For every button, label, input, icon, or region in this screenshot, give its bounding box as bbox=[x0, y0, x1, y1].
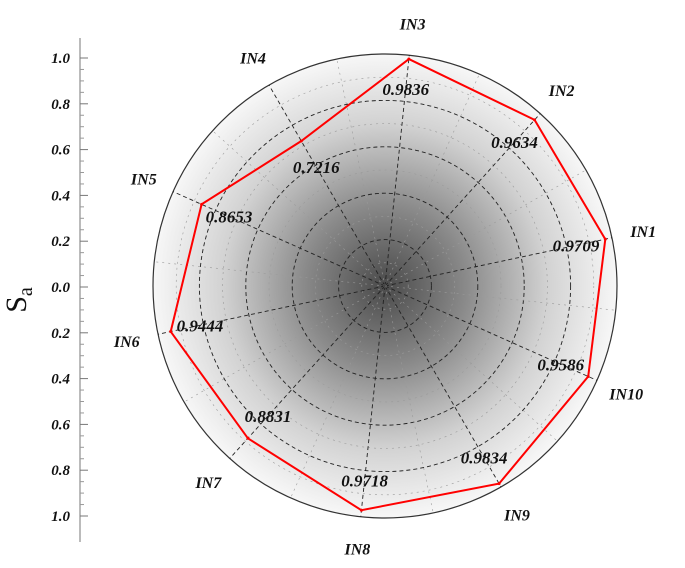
scale-tick-label: 1.0 bbox=[51, 51, 70, 67]
spokes bbox=[154, 55, 616, 517]
scale-tick-label: 1.0 bbox=[51, 509, 70, 525]
grid-spoke-minor bbox=[384, 285, 558, 442]
grid-ring-faint bbox=[268, 169, 502, 403]
category-label-in7: IN7 bbox=[194, 475, 222, 492]
value-label-in2: 0.9634 bbox=[491, 133, 538, 152]
data-point-in6 bbox=[169, 330, 173, 334]
category-labels: IN1 IN2 IN3 IN4 IN5 IN6 IN7 IN8 IN9 IN10 bbox=[113, 16, 656, 558]
grid-spoke bbox=[384, 285, 502, 488]
grid-spoke bbox=[384, 55, 410, 287]
grid-spoke-minor bbox=[384, 285, 616, 311]
grid-ring-faint bbox=[222, 123, 548, 449]
grid-ring bbox=[338, 239, 432, 333]
grid-ring-faint bbox=[361, 262, 409, 310]
grid-rings bbox=[175, 76, 595, 496]
data-point-in10 bbox=[586, 374, 590, 378]
grid-spoke bbox=[157, 285, 386, 335]
grid-spoke bbox=[384, 113, 541, 287]
axis-title-main: S bbox=[0, 296, 33, 313]
scale-tick-label: 0.2 bbox=[51, 234, 70, 250]
grid-spoke-minor bbox=[384, 285, 434, 513]
category-label-in2: IN2 bbox=[548, 83, 575, 100]
grid-spoke bbox=[268, 84, 386, 287]
grid-spoke bbox=[384, 237, 613, 287]
grid-ring bbox=[245, 146, 525, 426]
scale-axis-title: Sa bbox=[0, 287, 37, 313]
category-label-in3: IN3 bbox=[399, 16, 426, 33]
scale-tick-label: 0.4 bbox=[51, 188, 70, 204]
grid-spoke bbox=[384, 285, 598, 381]
value-label-in9: 0.9834 bbox=[461, 449, 508, 468]
value-labels: 0.9709 0.9634 0.9836 0.7216 0.8653 0.9444 0.88… bbox=[177, 80, 600, 490]
grid-spoke-minor bbox=[384, 73, 480, 287]
scale-tick-label: 0.8 bbox=[51, 463, 70, 479]
grid-ring-faint bbox=[315, 216, 455, 356]
grid-spoke bbox=[360, 285, 386, 517]
grid-ring-faint bbox=[175, 76, 595, 496]
value-label-in5: 0.8653 bbox=[206, 208, 253, 227]
scale-tick-label: 0.2 bbox=[51, 326, 70, 342]
scale-tick-label: 0.4 bbox=[51, 372, 70, 388]
grid-ring bbox=[291, 192, 479, 380]
scale-axis: 1.0 0.8 0.6 0.4 0.2 0.0 0.2 0.4 0.6 0.8 1.0 Sa bbox=[0, 38, 88, 542]
scale-tick-label: 0.6 bbox=[51, 143, 70, 159]
scale-tick-label: 0.8 bbox=[51, 97, 70, 113]
category-label-in5: IN5 bbox=[130, 172, 157, 189]
scale-ticks: 1.0 0.8 0.6 0.4 0.2 0.0 0.2 0.4 0.6 0.8 1.0 bbox=[51, 51, 88, 525]
radar-plot: 0.9709 0.9634 0.9836 0.7216 0.8653 0.9444 0.88… bbox=[113, 16, 656, 558]
category-label-in4: IN4 bbox=[239, 50, 266, 67]
scale-tick-label: 0.6 bbox=[51, 417, 70, 433]
value-label-in3: 0.9836 bbox=[382, 80, 429, 99]
value-label-in4: 0.7216 bbox=[293, 158, 340, 177]
grid-spoke-minor bbox=[384, 169, 587, 287]
data-point-in9 bbox=[497, 482, 501, 486]
data-point-in1 bbox=[603, 237, 607, 241]
grid-spoke-minor bbox=[154, 261, 386, 287]
grid-spoke-minor bbox=[290, 285, 386, 499]
category-label-in8: IN8 bbox=[344, 542, 371, 559]
value-label-in1: 0.9709 bbox=[553, 236, 600, 255]
category-label-in1: IN1 bbox=[629, 224, 656, 241]
data-point-in2 bbox=[533, 118, 537, 122]
data-point-in3 bbox=[407, 57, 411, 61]
category-label-in6: IN6 bbox=[113, 334, 140, 351]
value-label-in7: 0.8831 bbox=[245, 407, 292, 426]
data-point-in7 bbox=[246, 436, 250, 440]
scale-tick-label: 0.0 bbox=[51, 280, 70, 296]
category-label-in9: IN9 bbox=[503, 508, 530, 525]
grid-ring bbox=[198, 99, 572, 473]
value-label-in8: 0.9718 bbox=[341, 471, 388, 490]
data-point-in4 bbox=[299, 139, 303, 143]
data-point-in5 bbox=[200, 202, 204, 206]
axis-title-subscript: a bbox=[15, 287, 37, 296]
grid-spoke bbox=[229, 285, 386, 459]
grid-spoke-minor bbox=[183, 285, 386, 403]
category-label-in10: IN10 bbox=[608, 386, 643, 403]
data-point-in8 bbox=[359, 508, 363, 512]
value-label-in6: 0.9444 bbox=[177, 316, 224, 335]
grid-spoke-minor bbox=[336, 59, 386, 287]
grid-spoke-minor bbox=[212, 130, 386, 287]
grid-spoke bbox=[172, 191, 386, 287]
value-label-in10: 0.9586 bbox=[537, 355, 584, 374]
